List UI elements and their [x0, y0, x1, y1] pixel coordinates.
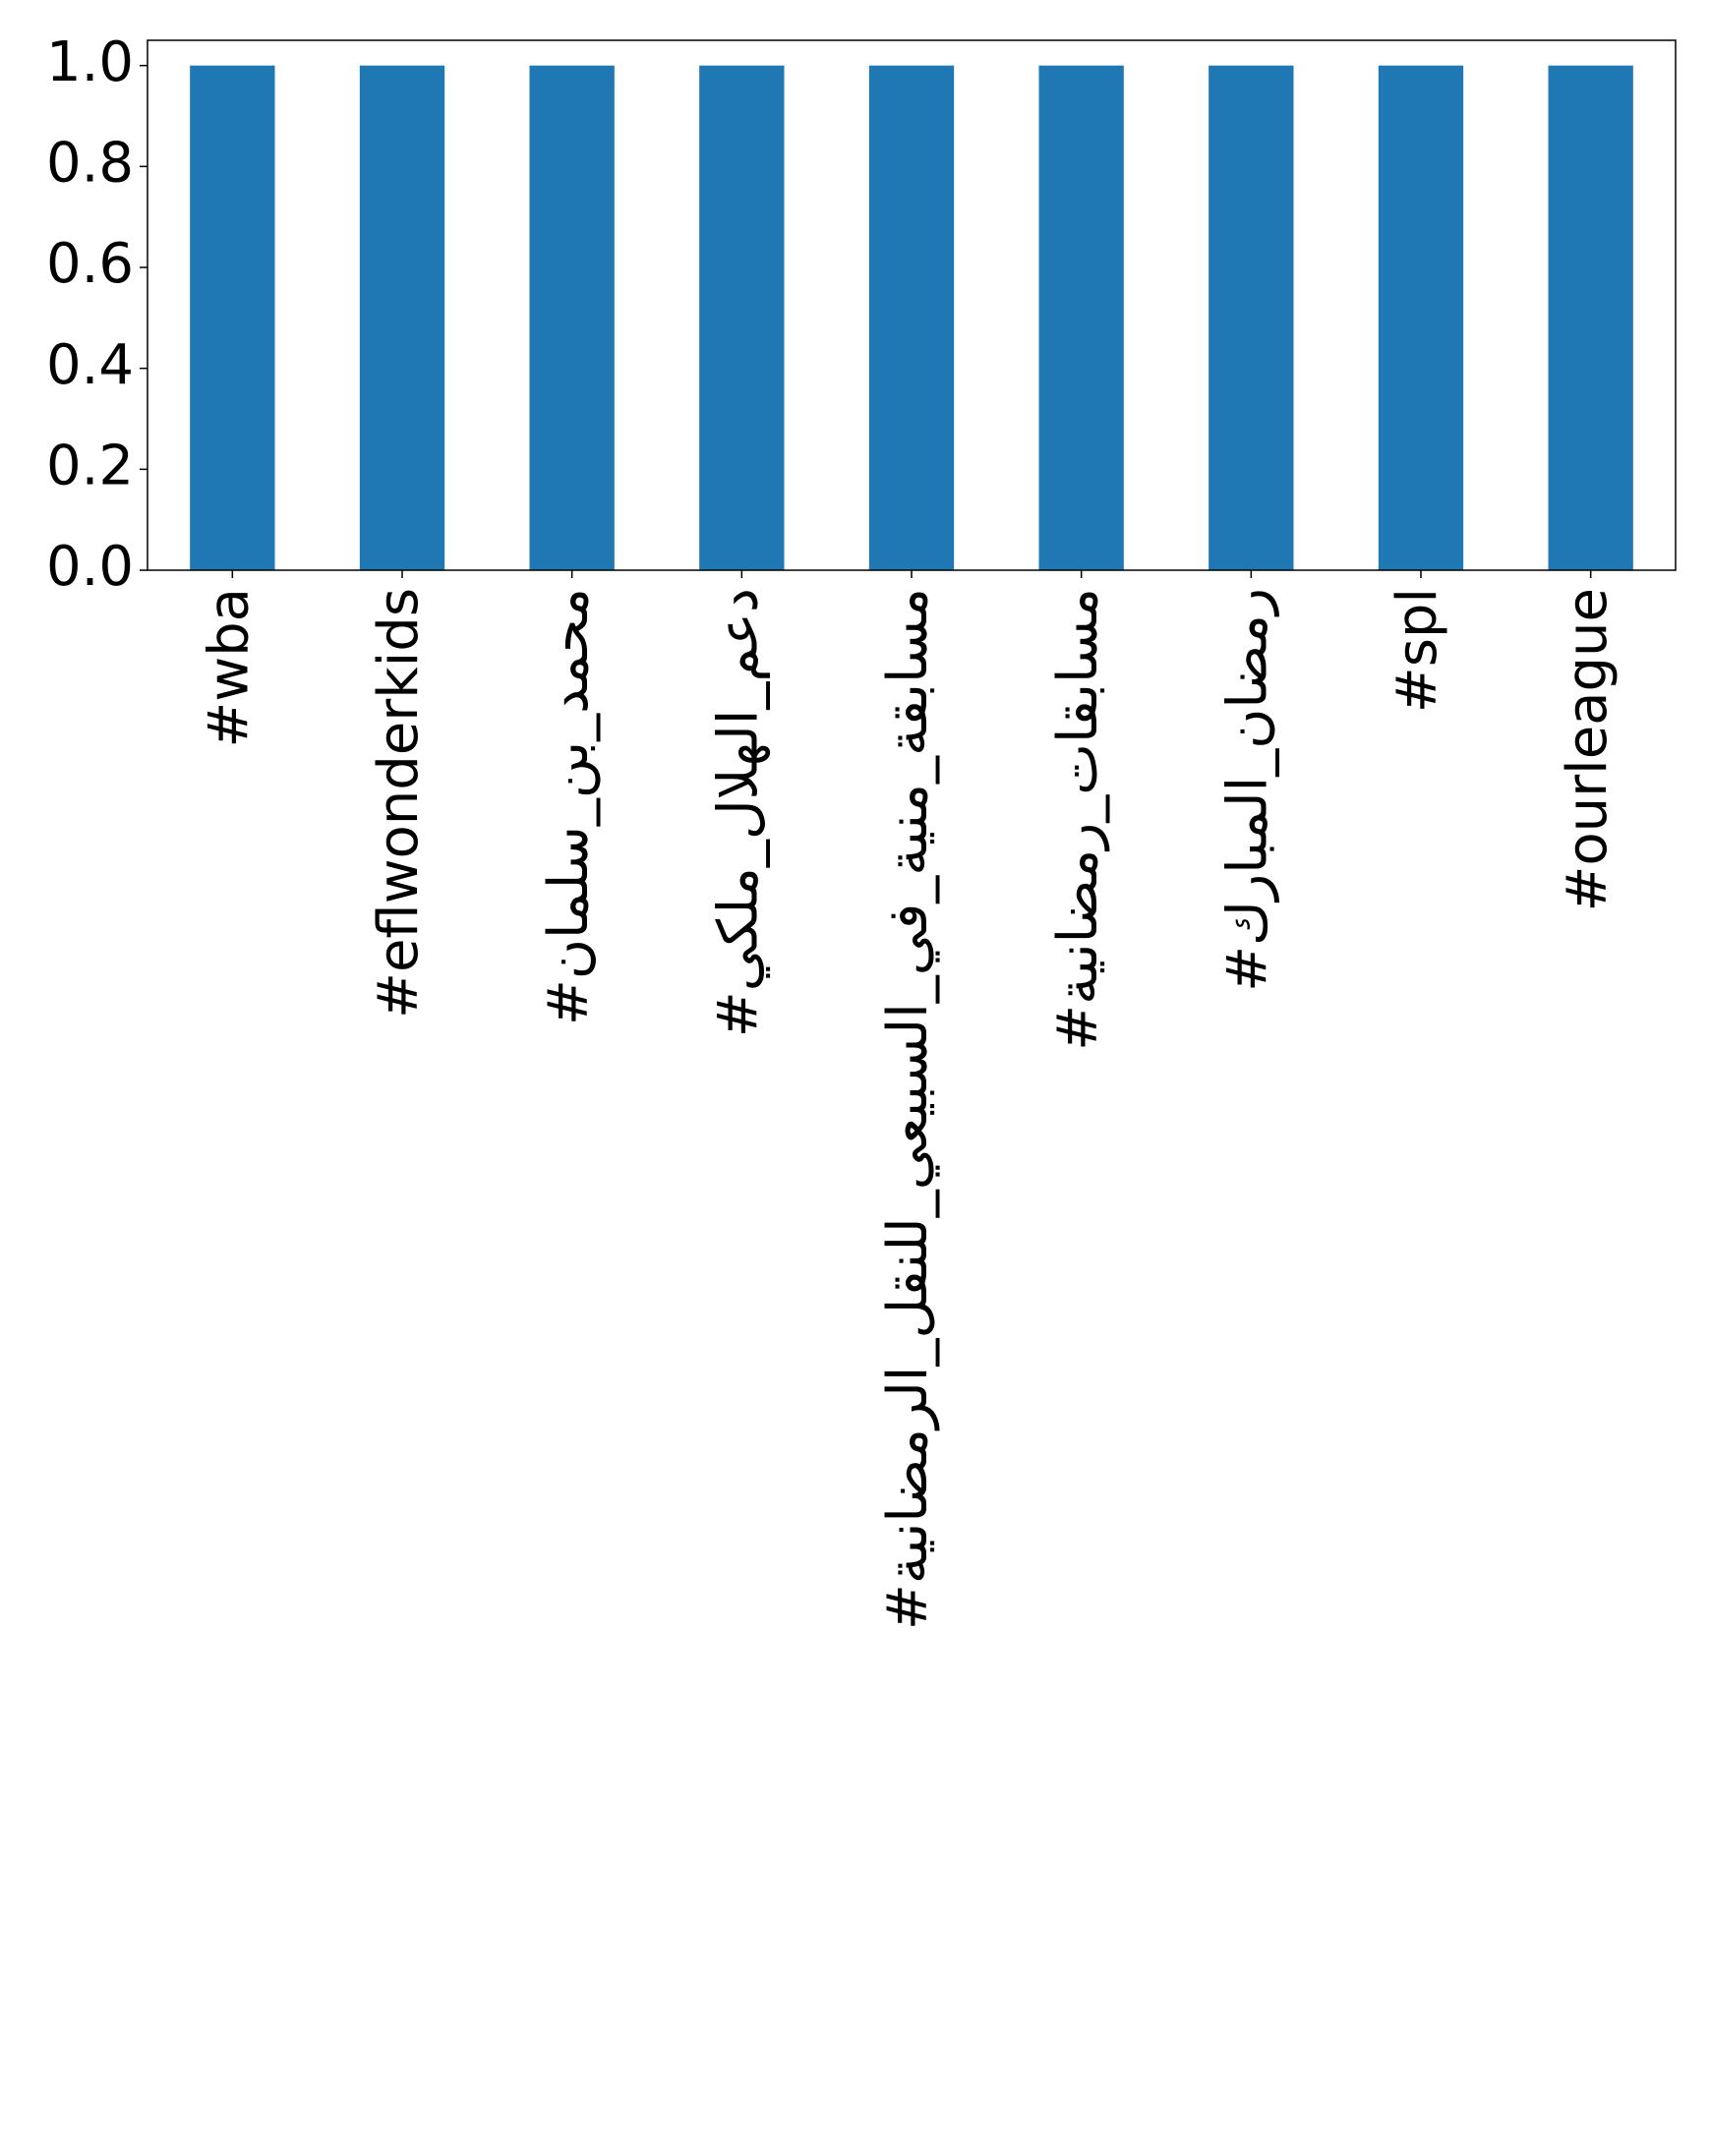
bar — [868, 65, 955, 570]
bar — [699, 65, 785, 570]
bar — [359, 65, 445, 570]
x-tick-label: #مسابقة_منية_في_السبيعي_للنقل_الرمضانية — [876, 588, 940, 1630]
x-tick-label: #محمد_بن_سلمان — [537, 588, 601, 1025]
bar — [1548, 65, 1633, 570]
y-tick-label: 0.8 — [46, 131, 134, 195]
bar — [1378, 65, 1464, 570]
plot-frame — [147, 39, 1677, 571]
x-tick-label: #wba — [197, 588, 261, 748]
y-tick-label: 0.6 — [46, 232, 134, 296]
x-tick-label: #ourleague — [1556, 588, 1620, 912]
bar — [529, 65, 615, 570]
bar — [1209, 65, 1294, 570]
y-tick-label: 0.4 — [46, 333, 134, 397]
y-tick-label: 1.0 — [46, 30, 134, 94]
x-tick-label: #مسابقات_رمضانية — [1046, 588, 1110, 1051]
x-tick-label: #دعم_الهلال_ملكي — [706, 588, 770, 1037]
y-tick-label: 0.2 — [46, 434, 134, 497]
x-tick-label: #eflwonderkids — [367, 588, 431, 1019]
y-tick-label: 0.0 — [46, 535, 134, 599]
x-tick-label: #spl — [1386, 588, 1449, 713]
bar — [1038, 65, 1124, 570]
bar — [190, 65, 275, 570]
x-tick-label: #رمضان_المبارك — [1215, 588, 1279, 992]
